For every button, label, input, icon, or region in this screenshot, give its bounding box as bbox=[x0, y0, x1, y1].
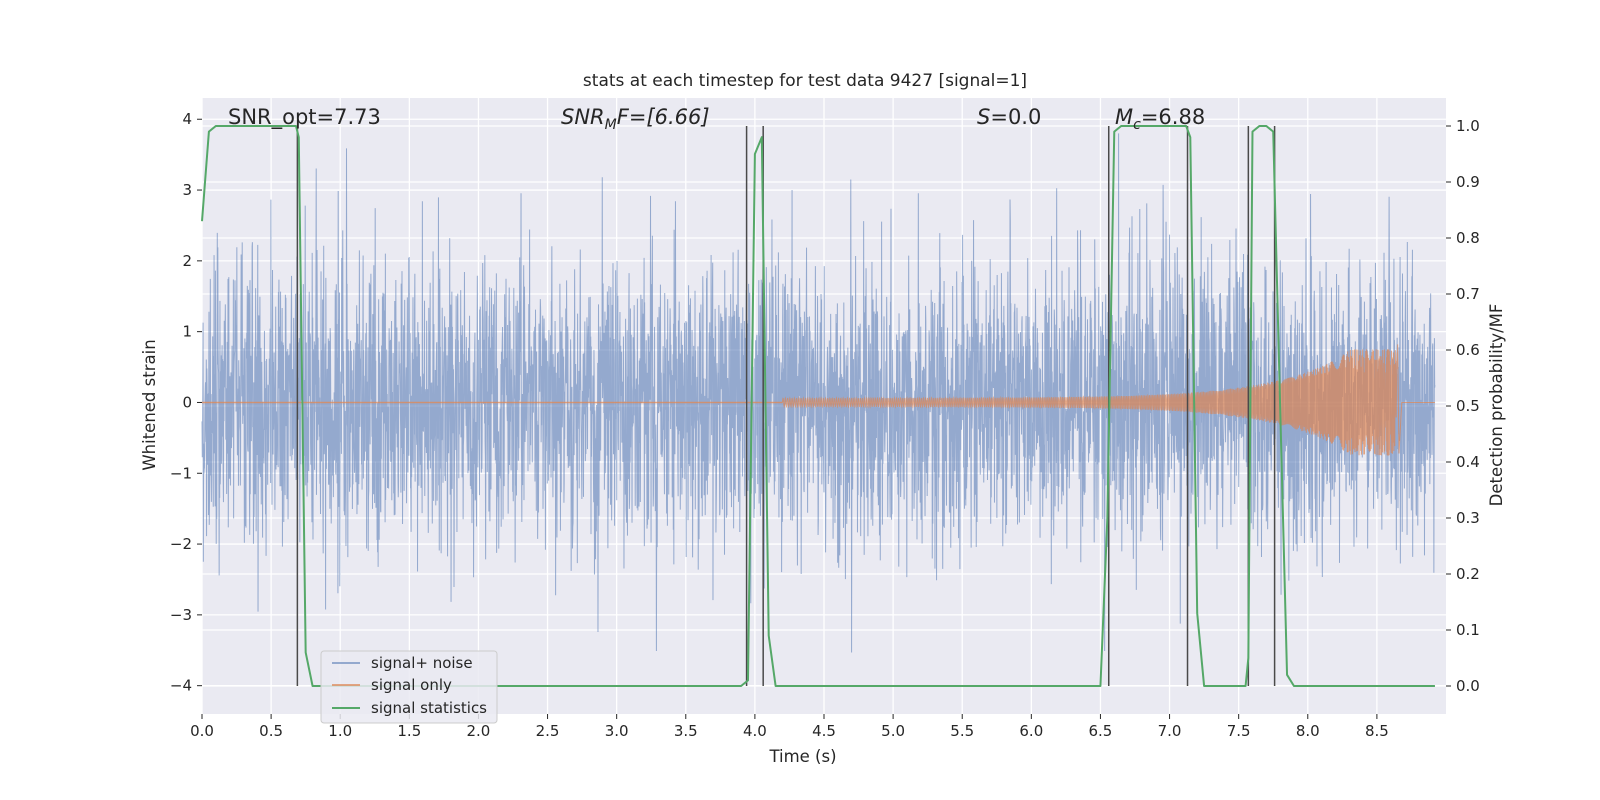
x-tick-label: 5.0 bbox=[881, 722, 905, 740]
annotation-mc-sub: c bbox=[1133, 117, 1141, 133]
x-tick-label: 4.0 bbox=[743, 722, 767, 740]
x-tick-label: 2.5 bbox=[536, 722, 560, 740]
x-tick-label: 5.5 bbox=[950, 722, 974, 740]
x-tick-label: 1.0 bbox=[328, 722, 352, 740]
x-tick-label: 8.0 bbox=[1296, 722, 1320, 740]
legend-box bbox=[320, 650, 498, 724]
y-tick-label-right: 0.2 bbox=[1456, 565, 1480, 583]
x-tick-label: 7.5 bbox=[1227, 722, 1251, 740]
chirp-trace bbox=[782, 344, 1435, 456]
annotation-s: S=0.0 bbox=[977, 105, 1041, 129]
x-tick-label: 0.5 bbox=[259, 722, 283, 740]
x-tick-label: 1.5 bbox=[397, 722, 421, 740]
x-tick-label: 8.5 bbox=[1365, 722, 1389, 740]
y-tick-label-right: 0.3 bbox=[1456, 509, 1480, 527]
y-tick-label-right: 1.0 bbox=[1456, 117, 1480, 135]
annotation-snr-mf-base: SNR bbox=[561, 105, 605, 129]
annotation-mc-base: M bbox=[1115, 105, 1133, 129]
y-tick-label-left: 3 bbox=[182, 181, 192, 199]
annotation-s-base: S bbox=[977, 105, 990, 129]
x-tick-label: 0.0 bbox=[190, 722, 214, 740]
annotation-snr-mf-rest: F=[6.66] bbox=[617, 105, 710, 129]
y-tick-label-left: −3 bbox=[170, 606, 192, 624]
y-tick-label-right: 0.5 bbox=[1456, 397, 1480, 415]
annotation-s-rest: =0.0 bbox=[990, 105, 1041, 129]
y-tick-label-left: 1 bbox=[182, 323, 192, 341]
legend-label-signal-only: signal only bbox=[371, 676, 452, 694]
x-tick-label: 6.5 bbox=[1089, 722, 1113, 740]
x-axis-label: Time (s) bbox=[768, 747, 836, 766]
y-tick-label-right: 0.7 bbox=[1456, 285, 1480, 303]
y-tick-label-left: 4 bbox=[182, 110, 192, 128]
y-tick-label-right: 0.8 bbox=[1456, 229, 1480, 247]
legend-label-signal-plus-noise: signal+ noise bbox=[371, 654, 473, 672]
y-tick-label-right: 0.1 bbox=[1456, 621, 1480, 639]
y-tick-label-right: 0.9 bbox=[1456, 173, 1480, 191]
annotation-mc: Mc=6.88 bbox=[1115, 105, 1205, 133]
annotation-snr-mf: SNRMF=[6.66] bbox=[561, 105, 710, 133]
axis-ticks: 0.0 0.5 1.0 1.5 2.0 2.5 3.0 3.5 4.0 4.5 5.0 5.5 6.0 6… bbox=[170, 110, 1480, 740]
legend-label-signal-statistics: signal statistics bbox=[371, 699, 487, 717]
annotation-snr-mf-sub: M bbox=[605, 117, 617, 133]
y-tick-label-left: −1 bbox=[170, 464, 192, 482]
x-tick-label: 2.0 bbox=[467, 722, 491, 740]
annotation-snr-opt: SNR_opt=7.73 bbox=[228, 105, 381, 130]
y-tick-label-right: 0.4 bbox=[1456, 453, 1480, 471]
legend: signal+ noise signal only signal statist… bbox=[320, 650, 498, 724]
y-tick-label-left: 0 bbox=[182, 393, 192, 411]
chart-title: stats at each timestep for test data 942… bbox=[583, 71, 1027, 91]
y-tick-label-left: 2 bbox=[182, 252, 192, 270]
y-axis-label-left: Whitened strain bbox=[140, 339, 159, 470]
statistics-line bbox=[201, 125, 1435, 687]
y-tick-label-right: 0.6 bbox=[1456, 341, 1480, 359]
y-tick-label-right: 0.0 bbox=[1456, 677, 1480, 695]
x-tick-label: 6.0 bbox=[1019, 722, 1043, 740]
x-tick-label: 7.0 bbox=[1158, 722, 1182, 740]
y-tick-label-left: −4 bbox=[170, 677, 192, 695]
x-tick-label: 3.0 bbox=[605, 722, 629, 740]
x-tick-label: 4.5 bbox=[812, 722, 836, 740]
series-signal-statistics bbox=[201, 125, 1435, 687]
x-tick-label: 3.5 bbox=[674, 722, 698, 740]
y-tick-label-left: −2 bbox=[170, 535, 192, 553]
annotation-mc-rest: =6.88 bbox=[1141, 105, 1205, 129]
series-signal-only bbox=[202, 344, 1435, 456]
y-axis-label-right: Detection probability/MF bbox=[1487, 304, 1506, 507]
